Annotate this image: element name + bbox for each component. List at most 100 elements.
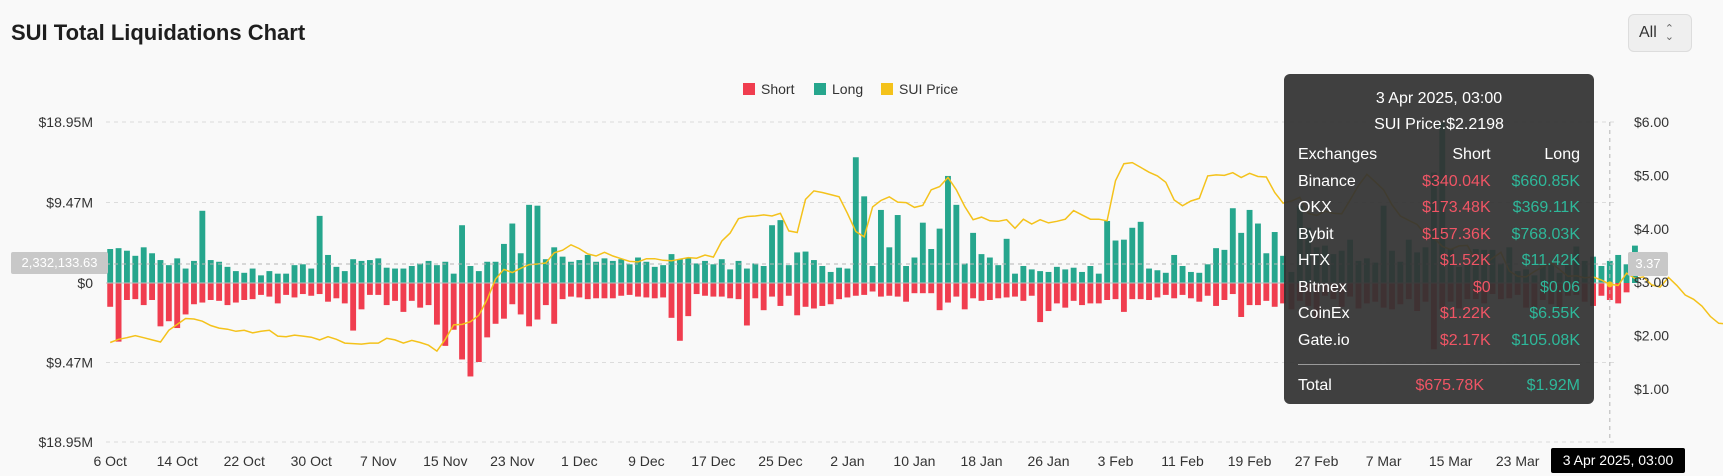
left-tick-label: $9.47M <box>46 355 93 371</box>
long-bar <box>769 225 775 283</box>
short-bar <box>919 283 926 294</box>
tooltip-short-cell: $1.22K <box>1439 305 1491 323</box>
short-bar <box>844 283 851 298</box>
long-bar <box>1263 253 1270 283</box>
short-bar <box>869 283 876 292</box>
short-bar <box>1053 283 1060 304</box>
long-bar <box>1028 269 1035 283</box>
short-bar <box>609 283 616 299</box>
short-bar <box>509 283 516 305</box>
short-bar <box>534 283 541 320</box>
long-bar <box>1615 254 1622 283</box>
long-bar <box>618 259 625 283</box>
short-bar <box>668 283 675 318</box>
x-tick-label: 7 Mar <box>1366 453 1402 469</box>
short-bar <box>417 283 424 308</box>
x-tick-label: 22 Oct <box>224 453 265 469</box>
long-bar <box>207 260 214 283</box>
long-bar <box>1280 255 1287 283</box>
short-bar <box>191 283 197 305</box>
long-bar <box>467 266 474 283</box>
left-axis: $18.95M $9.47M $0 $9.47M $18.95M <box>39 114 94 450</box>
long-bar <box>819 266 826 283</box>
short-bar <box>383 283 390 306</box>
tooltip-total-row: Total $675.78K $1.92M <box>1298 373 1580 399</box>
long-bar <box>366 260 373 283</box>
tooltip-long-cell: $768.03K <box>1511 225 1580 243</box>
short-bar <box>149 283 156 300</box>
short-bar <box>643 283 650 298</box>
long-bar <box>1053 266 1060 283</box>
short-bar <box>1095 283 1102 304</box>
short-bar <box>216 283 223 301</box>
short-bar <box>274 283 281 304</box>
short-bar <box>760 283 767 311</box>
long-bar <box>836 267 842 283</box>
short-bar <box>375 283 382 295</box>
tooltip-short-cell: $0 <box>1472 278 1491 296</box>
chart-legend[interactable]: Short Long SUI Price <box>743 81 958 97</box>
short-bar <box>1087 283 1094 304</box>
long-bar <box>601 258 608 283</box>
long-bar <box>266 271 273 283</box>
long-bar <box>501 243 507 283</box>
long-bar <box>861 196 868 283</box>
x-tick-label: 1 Dec <box>561 453 598 469</box>
tooltip-col-exchanges: Exchanges <box>1298 146 1378 164</box>
long-bar <box>794 252 801 283</box>
short-bar <box>249 283 256 300</box>
short-bar <box>936 283 943 311</box>
tooltip-col-short: Short <box>1452 146 1491 164</box>
long-bar <box>341 271 348 283</box>
long-bar <box>609 260 616 283</box>
long-bar <box>475 271 482 283</box>
long-bar <box>124 250 130 283</box>
tooltip-row: Binance $340.04K $660.85K <box>1298 169 1580 196</box>
short-bar <box>978 283 985 301</box>
short-bar <box>517 283 524 315</box>
tooltip-row: OKX $173.48K $369.11K <box>1298 195 1580 222</box>
long-bar <box>919 222 926 283</box>
long-bar <box>191 260 197 283</box>
long-bar <box>149 253 156 283</box>
long-bar <box>1196 272 1203 283</box>
long-bar <box>702 260 708 283</box>
x-tick-label: 23 Nov <box>490 453 534 469</box>
long-bar <box>551 247 558 283</box>
time-range-select[interactable]: All ⌃ ⌄ <box>1628 14 1692 52</box>
short-bar <box>1070 283 1077 301</box>
right-tick-label: $5.00 <box>1634 167 1669 183</box>
short-bar <box>258 283 264 295</box>
long-bar <box>115 248 122 283</box>
short-bar <box>1012 283 1018 297</box>
short-bar <box>1079 283 1085 306</box>
long-bar <box>325 254 331 283</box>
short-bar <box>140 283 147 306</box>
short-bar <box>802 283 809 307</box>
short-bar <box>501 283 507 319</box>
long-bar <box>132 255 139 283</box>
long-bar <box>333 266 340 283</box>
short-bar <box>1028 283 1035 296</box>
long-bar <box>1120 239 1127 283</box>
short-bar <box>107 283 114 307</box>
right-tick-label: $6.00 <box>1634 114 1669 130</box>
short-bar <box>769 283 775 297</box>
long-bar <box>1095 273 1102 283</box>
short-bar <box>232 283 239 303</box>
short-bar <box>559 283 566 300</box>
long-bar <box>727 269 734 283</box>
long-bar <box>978 254 985 283</box>
long-bar <box>542 259 549 283</box>
long-bar <box>241 272 248 283</box>
tooltip-short-cell: $340.04K <box>1422 172 1491 190</box>
short-bar <box>308 283 315 296</box>
right-tick-label: $4.00 <box>1634 221 1669 237</box>
short-bar <box>718 283 725 297</box>
long-bar <box>1070 267 1077 283</box>
short-bar <box>785 283 792 296</box>
tooltip-long-cell: $6.55K <box>1529 305 1580 323</box>
short-bar <box>132 283 139 300</box>
short-bar <box>727 283 734 299</box>
short-bar <box>710 283 717 297</box>
